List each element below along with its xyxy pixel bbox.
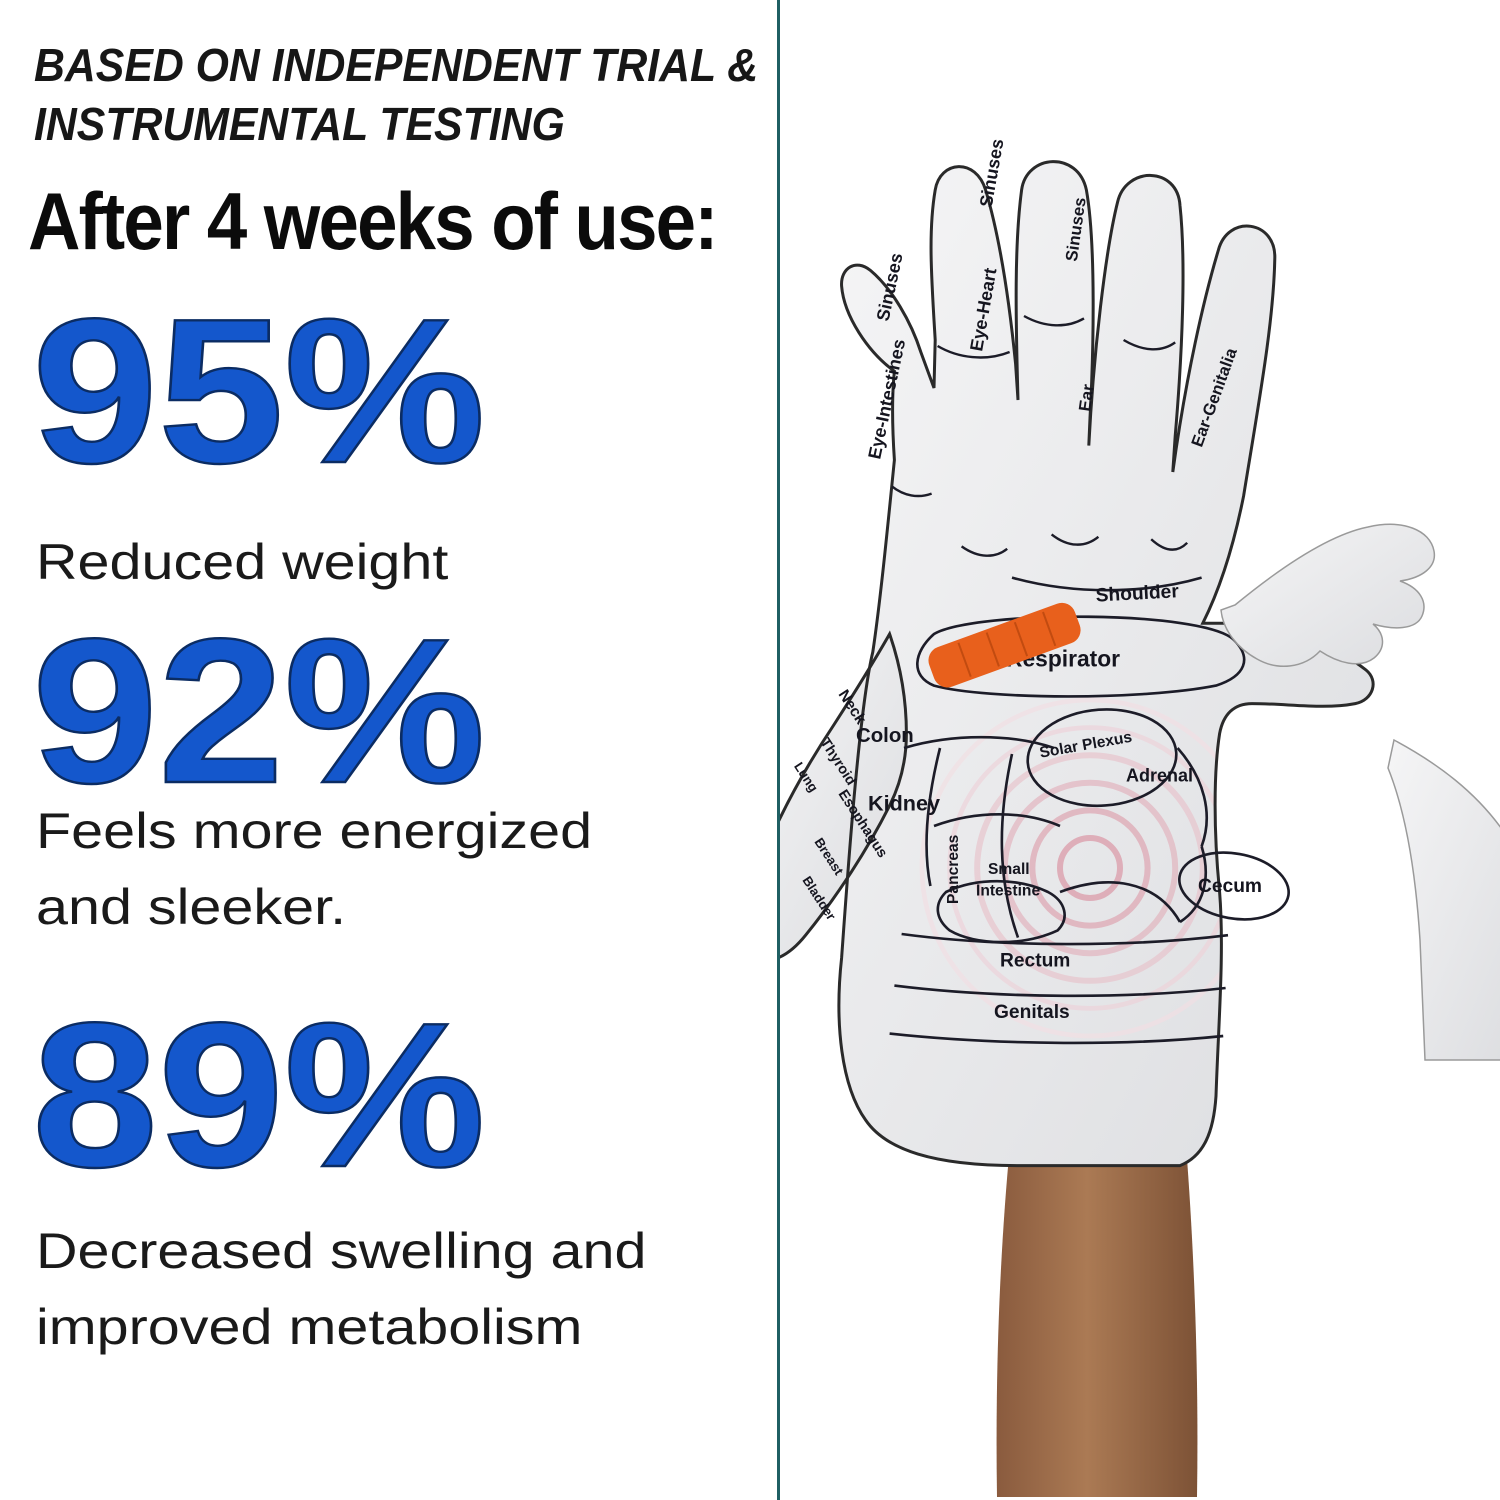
svg-text:Cecum: Cecum <box>1198 876 1262 897</box>
svg-text:Ear: Ear <box>1075 383 1098 413</box>
svg-text:Kidney: Kidney <box>868 790 940 815</box>
svg-text:Intestine: Intestine <box>976 883 1040 900</box>
svg-text:Sinuses: Sinuses <box>976 137 1008 208</box>
svg-text:Shoulder: Shoulder <box>1095 581 1180 606</box>
svg-text:Adrenal: Adrenal <box>1126 766 1193 786</box>
svg-text:Small: Small <box>988 861 1030 878</box>
svg-text:Genitals: Genitals <box>994 1002 1070 1023</box>
svg-text:Pancreas: Pancreas <box>945 834 962 904</box>
svg-text:Colon: Colon <box>856 725 914 747</box>
svg-text:Rectum: Rectum <box>1000 950 1070 971</box>
